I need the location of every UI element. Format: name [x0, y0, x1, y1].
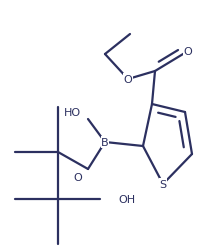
Text: O: O — [73, 172, 82, 182]
Text: O: O — [183, 47, 191, 57]
Text: S: S — [159, 179, 166, 189]
Text: HO: HO — [63, 108, 80, 118]
Text: OH: OH — [117, 194, 135, 204]
Text: O: O — [123, 75, 132, 85]
Text: B: B — [101, 138, 108, 147]
